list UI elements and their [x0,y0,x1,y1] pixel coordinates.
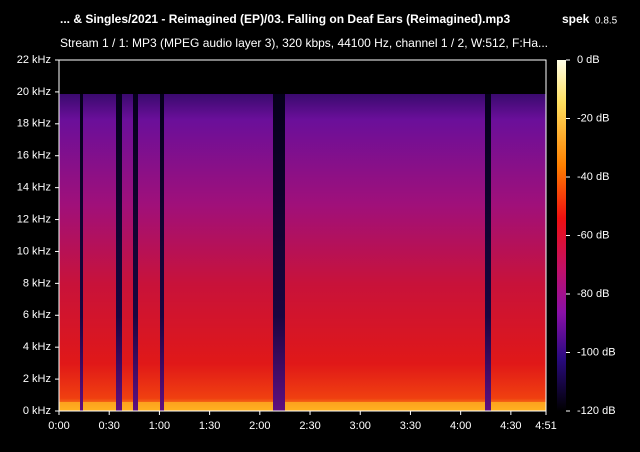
app-name: spek [562,12,590,26]
x-tick-label: 0:00 [48,420,69,432]
x-tick-label: 3:30 [400,420,421,432]
app-version: 0.8.5 [595,16,618,27]
y-tick-label: 16 kHz [17,150,51,162]
y-tick-label: 12 kHz [17,213,51,225]
axes: 0:00 0:30 1:00 1:30 2:00 2:30 3:00 3:30 4:00 4:30… [17,54,616,432]
spectrogram [59,60,546,411]
stream-info: Stream 1 / 1: MP3 (MPEG audio layer 3), … [60,36,548,50]
x-tick-label: 2:30 [299,420,320,432]
colorbar-tick-label: -40 dB [577,171,609,183]
y-tick-label: 14 kHz [17,182,51,194]
plot-frame [58,59,547,412]
x-tick-label: 0:30 [98,420,119,432]
y-tick-label: 10 kHz [17,245,51,257]
y-tick-label: 4 kHz [23,341,51,353]
colorbar-tick-label: -100 dB [577,346,616,358]
colorbar [557,60,566,411]
file-title: ... & Singles/2021 - Reimagined (EP)/03.… [60,12,510,26]
colorbar-tick-label: -80 dB [577,288,609,300]
x-tick-label: 3:00 [350,420,371,432]
y-tick-label: 8 kHz [23,277,51,289]
y-tick-label: 22 kHz [17,54,51,66]
y-tick-label: 20 kHz [17,86,51,98]
y-tick-label: 18 kHz [17,118,51,130]
colorbar-tick-label: -120 dB [577,405,616,417]
y-tick-label: 2 kHz [23,373,51,385]
y-tick-label: 0 kHz [23,405,51,417]
y-tick-label: 6 kHz [23,309,51,321]
x-tick-label: 1:00 [149,420,170,432]
x-tick-label: 4:00 [450,420,471,432]
x-tick-label: 2:00 [249,420,270,432]
colorbar-tick-label: -20 dB [577,112,609,124]
colorbar-tick-label: -60 dB [577,229,609,241]
colorbar-tick-label: 0 dB [577,54,600,66]
x-tick-label: 4:51 [535,420,556,432]
x-tick-label: 4:30 [500,420,521,432]
x-tick-label: 1:30 [199,420,220,432]
